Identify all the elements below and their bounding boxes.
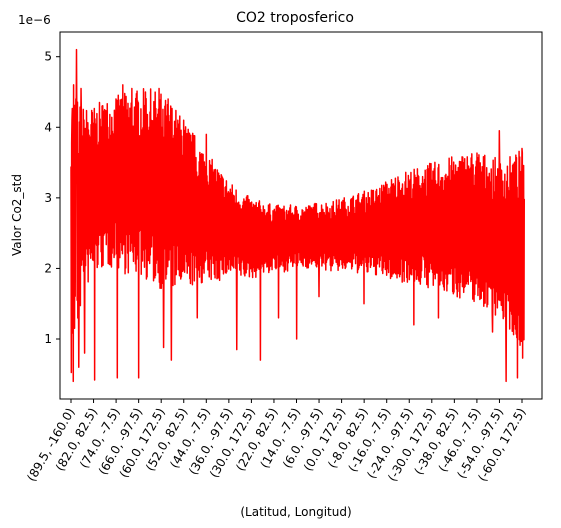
x-axis-label: (Latitud, Longitud) [240, 505, 351, 519]
y-axis-ticks: 1 2 3 4 5 [44, 50, 60, 346]
x-axis-ticks: (89.5, -160.0)(82.0, 82.5)(74.0, -7.5)(6… [24, 399, 529, 484]
y-tick-label: 4 [44, 120, 52, 134]
y-tick-label: 3 [44, 191, 52, 205]
y-axis-scale-label: 1e−6 [18, 13, 51, 27]
y-tick-label: 2 [44, 261, 52, 275]
y-axis-label: Valor Co2_std [10, 174, 24, 256]
plot-area-frame [59, 31, 543, 400]
chart-title: CO2 troposferico [236, 10, 354, 26]
y-tick-label: 5 [44, 50, 52, 64]
series-layer [70, 48, 525, 383]
y-tick-label: 1 [44, 332, 52, 346]
series-line [70, 48, 525, 383]
